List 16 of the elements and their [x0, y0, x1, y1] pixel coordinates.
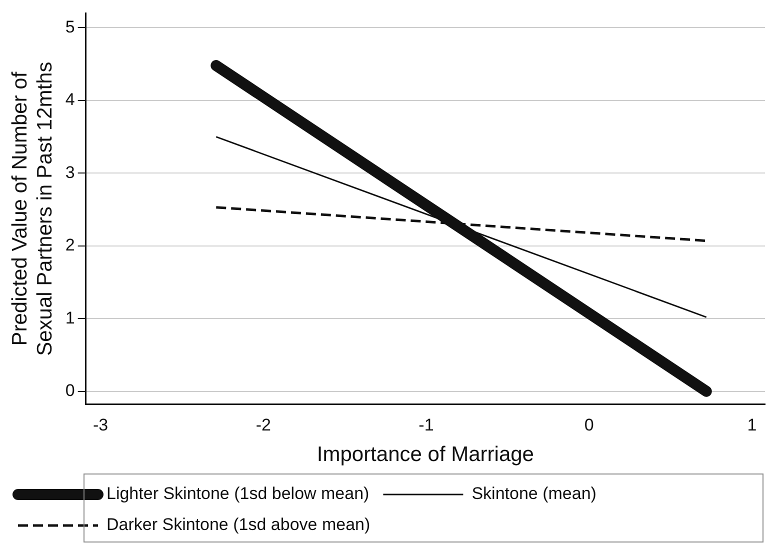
- x-tick-label: 1: [747, 415, 757, 434]
- legend-label: Skintone (mean): [472, 484, 596, 504]
- y-tick-label: 5: [65, 17, 75, 36]
- y-tick-label: 2: [65, 236, 75, 255]
- x-tick-label: -2: [256, 415, 271, 434]
- legend-label: Lighter Skintone (1sd below mean): [106, 484, 370, 504]
- y-axis-title: Predicted Value of Number of Sexual Partners in Past 12mths: [8, 62, 57, 356]
- x-axis-title: Importance of Marriage: [316, 443, 534, 466]
- y-tick-label: 3: [65, 162, 75, 182]
- y-tick-label: 4: [65, 90, 75, 110]
- y-tick-label: 1: [65, 308, 75, 328]
- legend-label: Darker Skintone (1sd above mean): [106, 515, 370, 534]
- y-tick-label: 0: [65, 381, 75, 400]
- x-tick-label: -1: [418, 415, 434, 434]
- x-tick-label: 0: [584, 415, 594, 434]
- x-tick-label: -3: [92, 415, 108, 434]
